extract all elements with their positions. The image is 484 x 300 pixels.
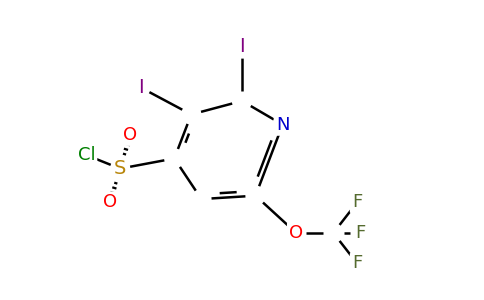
Text: O: O (289, 224, 303, 242)
Text: F: F (352, 254, 362, 272)
Text: F: F (355, 224, 365, 242)
Text: S: S (114, 159, 126, 178)
Text: O: O (103, 194, 117, 211)
Text: F: F (352, 194, 362, 211)
Text: O: O (123, 126, 137, 144)
Text: Cl: Cl (77, 146, 95, 164)
Text: I: I (137, 78, 143, 97)
Text: I: I (239, 37, 245, 56)
Text: N: N (276, 116, 289, 134)
